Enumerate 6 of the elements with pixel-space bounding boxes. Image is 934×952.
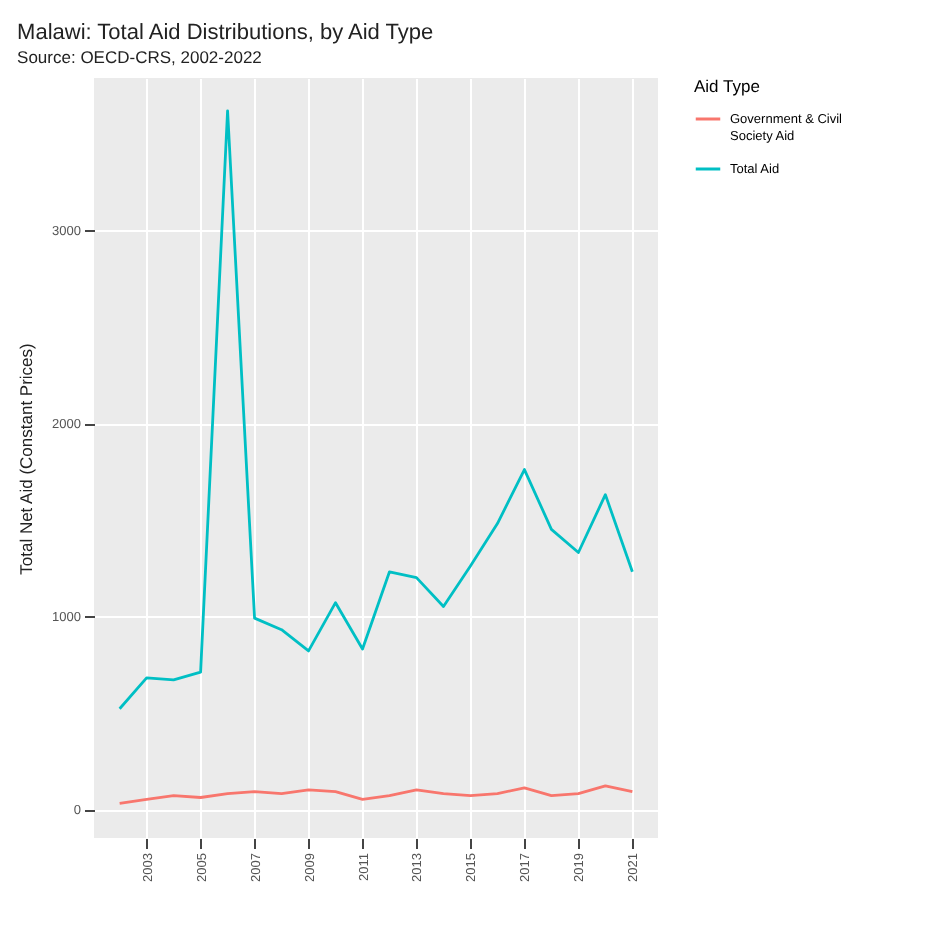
chart-title: Malawi: Total Aid Distributions, by Aid Type (17, 21, 434, 45)
chart-subtitle: Source: OECD-CRS, 2002-2022 (17, 47, 263, 67)
y-axis-title: Total Net Aid (Constant Prices) (16, 342, 37, 575)
line-series (118, 109, 634, 711)
legend-title: Aid Type (694, 76, 761, 96)
line-series (118, 784, 634, 805)
